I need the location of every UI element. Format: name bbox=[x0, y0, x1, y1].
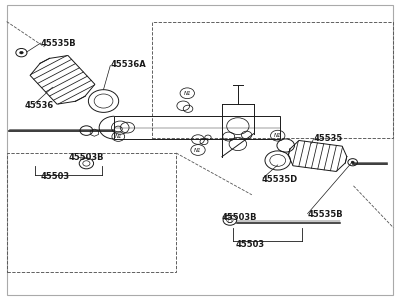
Text: ⓟ: ⓟ bbox=[228, 218, 232, 223]
Text: 45535B: 45535B bbox=[40, 40, 76, 49]
Text: 45536A: 45536A bbox=[110, 60, 146, 69]
Text: 45503B: 45503B bbox=[222, 213, 258, 222]
Text: 45503B: 45503B bbox=[68, 153, 104, 162]
Circle shape bbox=[20, 51, 23, 54]
Text: 45535B: 45535B bbox=[308, 210, 343, 219]
Text: 45503: 45503 bbox=[235, 240, 264, 249]
Text: 45535D: 45535D bbox=[262, 176, 298, 184]
Text: N1: N1 bbox=[184, 91, 191, 96]
Text: 45536: 45536 bbox=[25, 101, 54, 110]
Text: N1: N1 bbox=[194, 148, 202, 152]
Text: N1: N1 bbox=[114, 134, 122, 139]
Text: 45503: 45503 bbox=[40, 172, 70, 182]
Circle shape bbox=[351, 161, 354, 164]
Text: 45535: 45535 bbox=[314, 134, 343, 142]
Text: N1: N1 bbox=[274, 133, 282, 138]
